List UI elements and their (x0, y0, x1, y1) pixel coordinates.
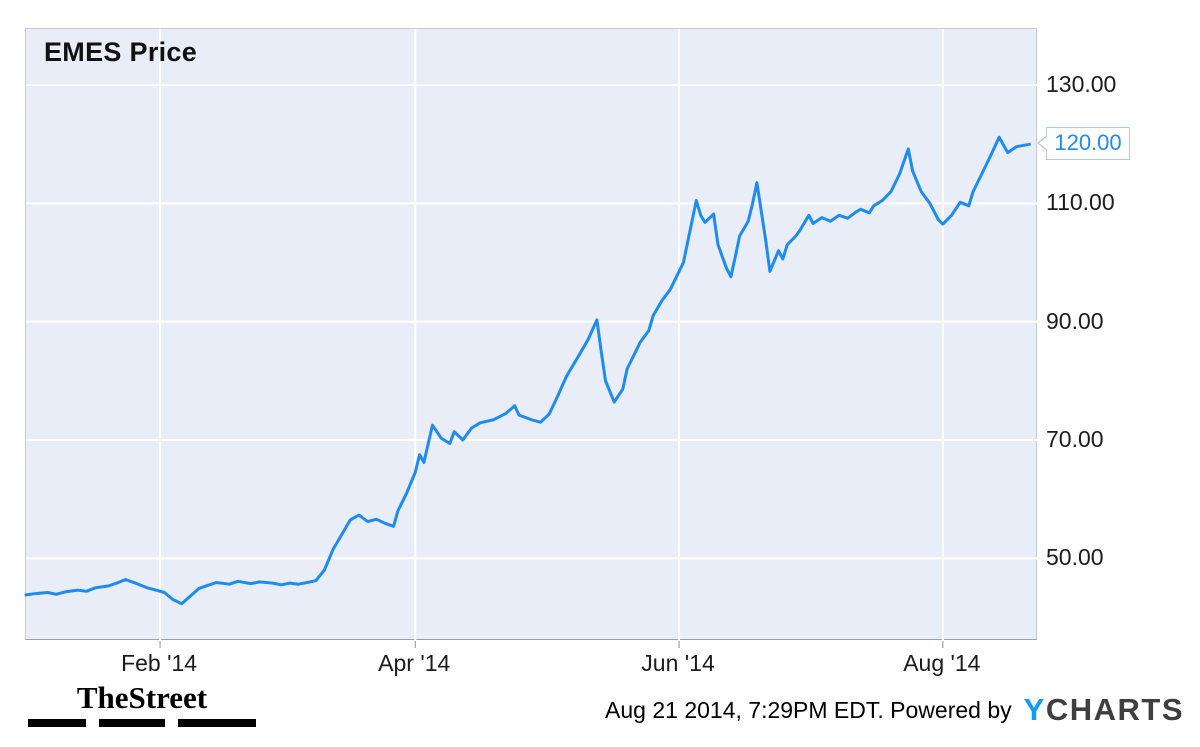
y-axis-label: 130.00 (1046, 71, 1117, 98)
current-price-label: 120.00 (1054, 130, 1122, 156)
price-line-chart (24, 29, 1038, 648)
logo-bar (28, 718, 86, 727)
y-axis-label: 50.00 (1046, 544, 1104, 571)
timestamp-text: Aug 21 2014, 7:29PM EDT. Powered by (605, 697, 1012, 724)
current-price-callout: 120.00 (1037, 126, 1130, 160)
x-axis-label: Feb '14 (121, 650, 198, 676)
ycharts-charts: CHARTS (1045, 692, 1184, 727)
x-axis-label: Jun '14 (641, 650, 715, 676)
powered-by-label: Powered by (890, 696, 1012, 723)
x-axis-label: Apr '14 (378, 650, 451, 676)
ycharts-y: Y (1023, 692, 1046, 727)
thestreet-logo: TheStreet (28, 680, 256, 727)
price-line (24, 135, 1031, 606)
thestreet-logo-bars (28, 718, 256, 727)
y-axis-label: 110.00 (1046, 189, 1115, 216)
plot-area: EMES Price (24, 28, 1038, 648)
ycharts-logo: YCHARTS (1024, 692, 1184, 728)
y-axis-label: 70.00 (1046, 425, 1104, 452)
timestamp: Aug 21 2014, 7:29PM EDT. (605, 696, 884, 723)
logo-bar (178, 718, 256, 727)
chart-title: EMES Price (44, 37, 198, 67)
footer-attribution: Aug 21 2014, 7:29PM EDT. Powered by YCHA… (605, 688, 1184, 732)
thestreet-wordmark: TheStreet (76, 680, 208, 715)
y-axis-label: 90.00 (1046, 307, 1104, 334)
x-axis-label: Aug '14 (903, 650, 981, 676)
logo-bar (99, 718, 165, 727)
